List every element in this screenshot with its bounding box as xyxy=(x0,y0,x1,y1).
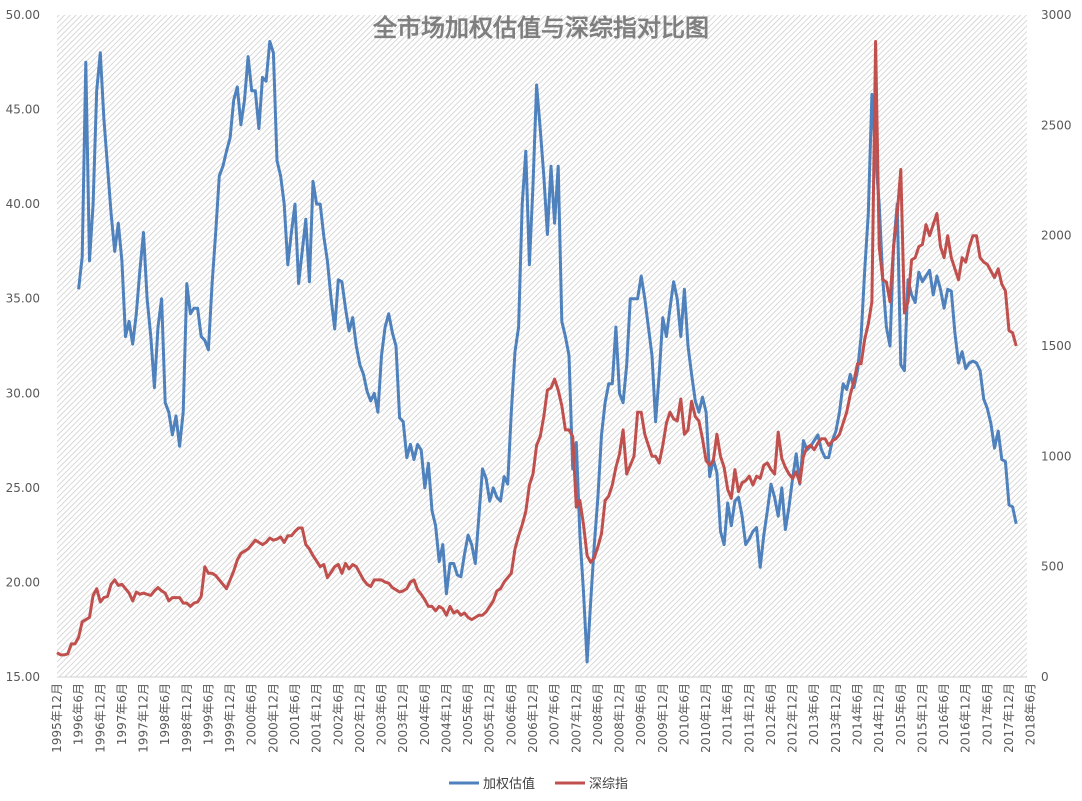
x-tick-label: 2003年6月 xyxy=(375,683,389,745)
x-tick-label: 2010年12月 xyxy=(699,683,713,753)
x-tick-label: 2010年6月 xyxy=(677,683,691,745)
chart-title: 全市场加权估值与深综指对比图 xyxy=(372,13,709,42)
x-tick-label: 2007年12月 xyxy=(569,683,583,753)
x-tick-label: 2001年6月 xyxy=(288,683,302,745)
x-tick-label: 2004年12月 xyxy=(439,683,453,753)
x-tick-label: 2015年12月 xyxy=(915,683,929,753)
x-tick-label: 2016年6月 xyxy=(937,683,951,745)
y-left-tick-label: 50.00 xyxy=(6,8,40,22)
y-left-tick-label: 45.00 xyxy=(6,103,40,117)
x-axis: 1995年12月 1996年6月 1996年12月 1997年6月 1997年12月 19… xyxy=(50,676,1038,753)
x-tick-label: 1999年12月 xyxy=(223,683,237,753)
y-left-tick-label: 15.00 xyxy=(6,670,40,684)
series-layer xyxy=(56,40,1018,664)
x-tick-label: 2004年6月 xyxy=(418,683,432,745)
x-tick-label: 2013年12月 xyxy=(829,683,843,753)
x-tick-label: 2005年6月 xyxy=(461,683,475,745)
x-tick-label: 2011年6月 xyxy=(721,683,735,745)
series-line-1 xyxy=(56,40,1018,657)
x-tick-label: 2012年12月 xyxy=(786,683,800,753)
x-tick-label: 2007年6月 xyxy=(548,683,562,745)
x-tick-label: 2006年6月 xyxy=(504,683,518,745)
legend-label-shenzhen-composite: 深综指 xyxy=(589,777,628,792)
x-tick-label: 2015年6月 xyxy=(894,683,908,745)
x-tick-label: 2017年12月 xyxy=(1002,683,1016,753)
y-right-tick-label: 3000 xyxy=(1041,8,1072,22)
x-tick-label: 2012年6月 xyxy=(764,683,778,745)
series-line-0 xyxy=(77,40,1018,664)
x-tick-label: 2018年6月 xyxy=(1024,683,1038,745)
x-tick-label: 2002年12月 xyxy=(353,683,367,753)
legend-label-weighted-valuation: 加权估值 xyxy=(483,776,535,792)
y-left-tick-label: 30.00 xyxy=(6,386,40,400)
x-tick-label: 1997年12月 xyxy=(137,683,151,753)
y-right-tick-label: 500 xyxy=(1041,560,1064,574)
x-tick-label: 2017年6月 xyxy=(980,683,994,745)
y-left-tick-label: 20.00 xyxy=(6,575,40,589)
y-right-tick-label: 0 xyxy=(1041,670,1049,684)
y-right-tick-label: 1000 xyxy=(1041,449,1072,463)
legend: 加权估值 深综指 xyxy=(449,776,628,792)
y-axis-left: 15.00 20.00 25.00 30.00 35.00 40.00 45.00 50.00 xyxy=(6,8,40,684)
x-tick-label: 2000年6月 xyxy=(245,683,259,745)
y-left-tick-label: 25.00 xyxy=(6,481,40,495)
x-tick-label: 2014年12月 xyxy=(872,683,886,753)
y-left-tick-label: 35.00 xyxy=(6,292,40,306)
x-tick-label: 2009年6月 xyxy=(634,683,648,745)
x-tick-label: 1999年6月 xyxy=(201,683,215,745)
y-right-tick-label: 2000 xyxy=(1041,229,1072,243)
x-tick-label: 1998年6月 xyxy=(158,683,172,745)
plot-area xyxy=(57,15,1027,677)
x-tick-label: 2006年12月 xyxy=(526,683,540,753)
x-tick-label: 1995年12月 xyxy=(50,683,64,753)
x-tick-label: 2008年12月 xyxy=(613,683,627,753)
x-tick-label: 2008年6月 xyxy=(591,683,605,745)
x-tick-label: 1997年6月 xyxy=(115,683,129,745)
x-tick-label: 2014年6月 xyxy=(851,683,865,745)
x-tick-label: 2003年12月 xyxy=(396,683,410,753)
x-tick-label: 1996年12月 xyxy=(93,683,107,753)
y-right-tick-label: 1500 xyxy=(1041,339,1072,353)
x-tick-label: 2002年6月 xyxy=(331,683,345,745)
x-tick-label: 2011年12月 xyxy=(742,683,756,753)
y-right-tick-label: 2500 xyxy=(1041,118,1072,132)
x-tick-label: 2000年12月 xyxy=(266,683,280,753)
x-tick-label: 1998年12月 xyxy=(180,683,194,753)
x-tick-label: 2001年12月 xyxy=(310,683,324,753)
x-tick-label: 2009年12月 xyxy=(656,683,670,753)
x-tick-label: 2005年12月 xyxy=(483,683,497,753)
x-tick-label: 1996年6月 xyxy=(72,683,86,745)
y-axis-right: 0 500 1000 1500 2000 2500 3000 xyxy=(1041,8,1072,684)
x-tick-label: 2013年6月 xyxy=(807,683,821,745)
y-left-tick-label: 40.00 xyxy=(6,197,40,211)
x-tick-label: 2016年12月 xyxy=(959,683,973,753)
